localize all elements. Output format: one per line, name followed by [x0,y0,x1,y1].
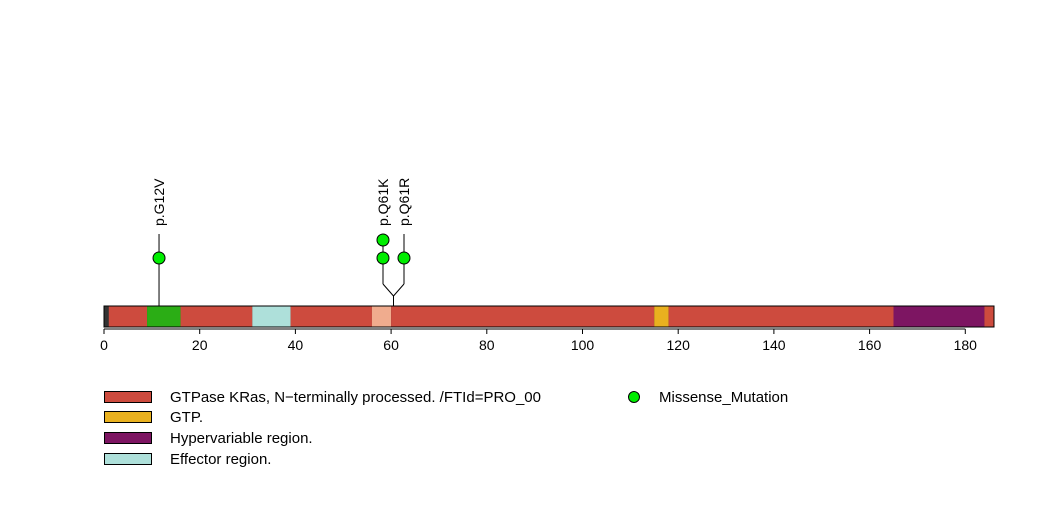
legend-item-hypervariable: Hypervariable region. [104,429,313,447]
protein-domain [108,306,148,327]
x-tick-label: 60 [383,337,399,353]
protein-domain [290,306,372,327]
legend-label-gtp: GTP. [170,408,204,426]
mutation-point [376,233,390,247]
protein-domain [147,306,181,327]
protein-domain [893,306,985,327]
x-tick-label: 180 [954,337,978,353]
mutation-label: p.Q61R [396,178,412,226]
legend-label-gtpase: GTPase KRas, N−terminally processed. /FT… [170,388,541,406]
x-tick-label: 40 [288,337,304,353]
mutation-stem-fan [382,283,394,297]
mutation-point [376,251,390,265]
mutation-point [152,251,166,265]
mutation-stem-fan [393,283,405,297]
mutation-label: p.G12V [151,178,167,226]
x-tick-label: 140 [762,337,786,353]
protein-domain [654,306,669,327]
mutation-labels: p.G12V p.Q61K p.Q61R [151,178,412,226]
mutation-points [152,233,411,265]
legend-label-hypervariable: Hypervariable region. [170,429,313,447]
protein-domain [371,306,392,327]
x-tick-label: 20 [192,337,208,353]
protein-domains [103,305,995,328]
protein-domain [984,306,994,327]
protein-outline [103,305,995,328]
protein-domain [391,306,655,327]
mutation-stems [158,234,405,306]
protein-domain [668,306,894,327]
x-tick-label: 160 [858,337,882,353]
legend-item-missense: Missense_Mutation [625,388,788,406]
protein-domain [180,306,253,327]
legend-label-missense: Missense_Mutation [659,388,789,406]
x-axis: 0 20 40 60 80 100 120 140 160 180 [100,328,978,353]
legend-swatch-effector [104,453,152,465]
legend-item-effector: Effector region. [104,450,271,468]
legend: GTPase KRas, N−terminally processed. /FT… [104,388,844,478]
mutation-label: p.Q61K [375,178,391,226]
legend-item-gtpase: GTPase KRas, N−terminally processed. /FT… [104,388,541,406]
legend-swatch-hypervariable [104,432,152,444]
x-tick-label: 100 [571,337,595,353]
legend-label-effector: Effector region. [170,450,272,468]
protein-domain [252,306,291,327]
x-tick-label: 80 [479,337,495,353]
legend-swatch-gtp [104,411,152,423]
mutation-point [397,251,411,265]
x-tick-label: 0 [100,337,108,353]
x-tick-label: 120 [667,337,691,353]
legend-item-gtp: GTP. [104,408,203,426]
legend-swatch-gtpase [104,391,152,403]
legend-dot-missense [628,391,640,403]
